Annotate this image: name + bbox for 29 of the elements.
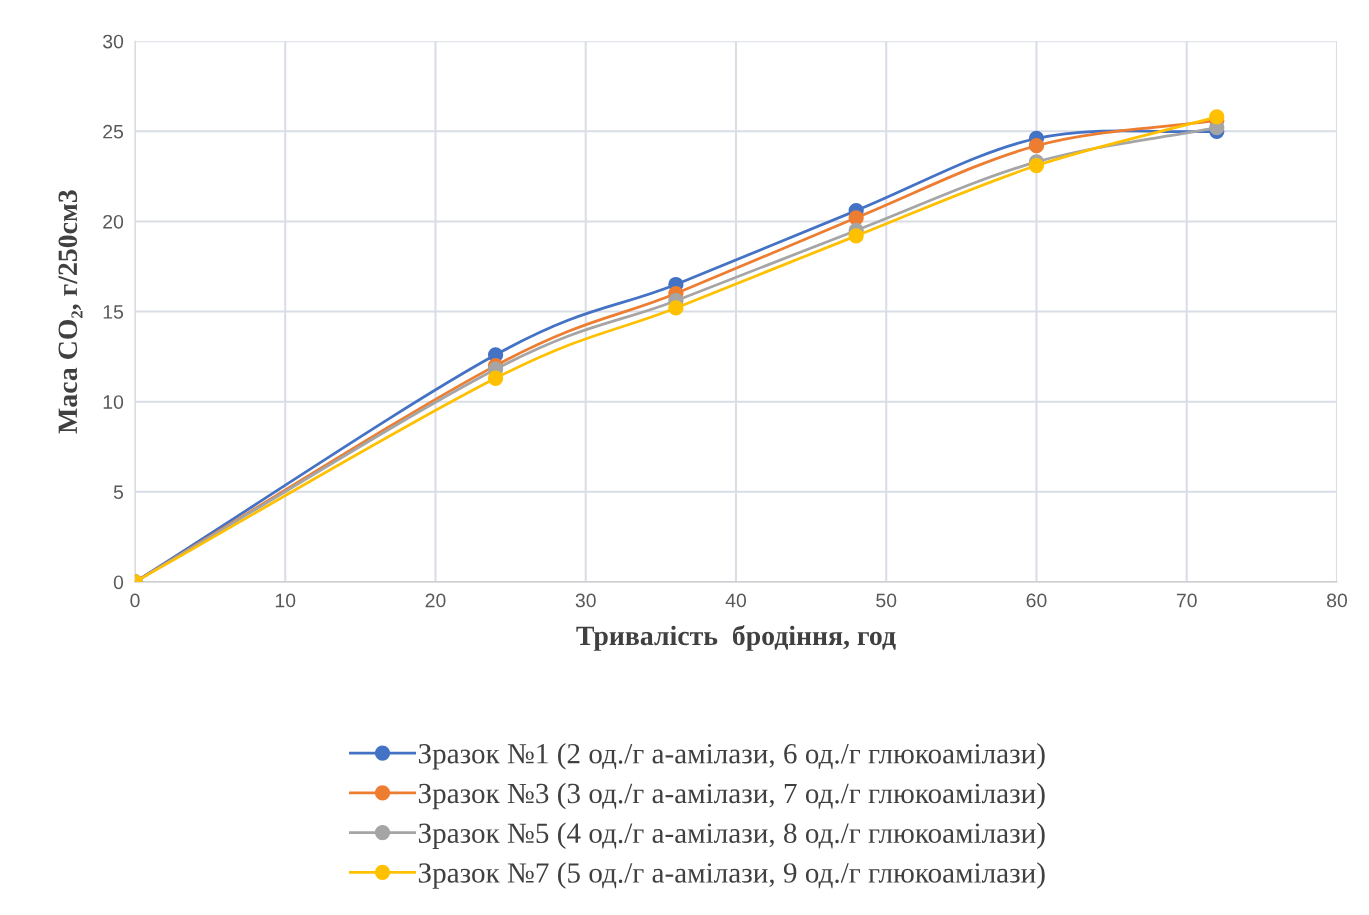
point bbox=[668, 300, 684, 316]
y-tick-label: 15 bbox=[103, 305, 124, 319]
x-tick-label: 70 bbox=[1176, 593, 1197, 608]
x-tick-label: 0 bbox=[130, 593, 140, 608]
y-tick-label: 25 bbox=[103, 124, 124, 139]
legend-label: Зразок №1 (2 од./г а-амілази, 6 од./г глюкоамілази) bbox=[418, 743, 1045, 770]
legend-label: Зразок №5 (4 од./г а-амілази, 8 од./г глюкоамілази) bbox=[418, 822, 1045, 849]
point bbox=[1028, 157, 1045, 174]
point bbox=[848, 210, 864, 226]
legend-label: Зразок №3 (3 од./г а-амілази, 7 од./г глюкоамілази) bbox=[418, 782, 1045, 810]
point bbox=[1209, 109, 1225, 125]
x-tick-label: 30 bbox=[575, 593, 596, 608]
x-tick-label: 60 bbox=[1026, 593, 1047, 608]
y-tick-label: 30 bbox=[102, 34, 124, 49]
y-tick-label: 5 bbox=[113, 485, 124, 500]
x-axis-title: Тривалість бродіння, год bbox=[576, 625, 896, 651]
x-tick-label: 50 bbox=[876, 593, 897, 608]
y-tick-label: 0 bbox=[113, 575, 124, 590]
legend-label: Зразок №7 (5 од./г а-амілази, 9 од./г глюкоамілази) bbox=[418, 862, 1045, 889]
point bbox=[1028, 138, 1045, 154]
point bbox=[848, 228, 864, 244]
x-tick-label: 80 bbox=[1327, 593, 1348, 608]
y-axis-title: Маса CO₂, г/250см3 bbox=[58, 190, 83, 434]
x-tick-label: 20 bbox=[425, 593, 446, 608]
x-tick-label: 10 bbox=[275, 593, 296, 608]
point bbox=[487, 370, 504, 386]
x-tick-label: 40 bbox=[725, 593, 747, 608]
y-tick-label: 20 bbox=[103, 214, 124, 229]
y-tick-label: 10 bbox=[103, 395, 124, 409]
